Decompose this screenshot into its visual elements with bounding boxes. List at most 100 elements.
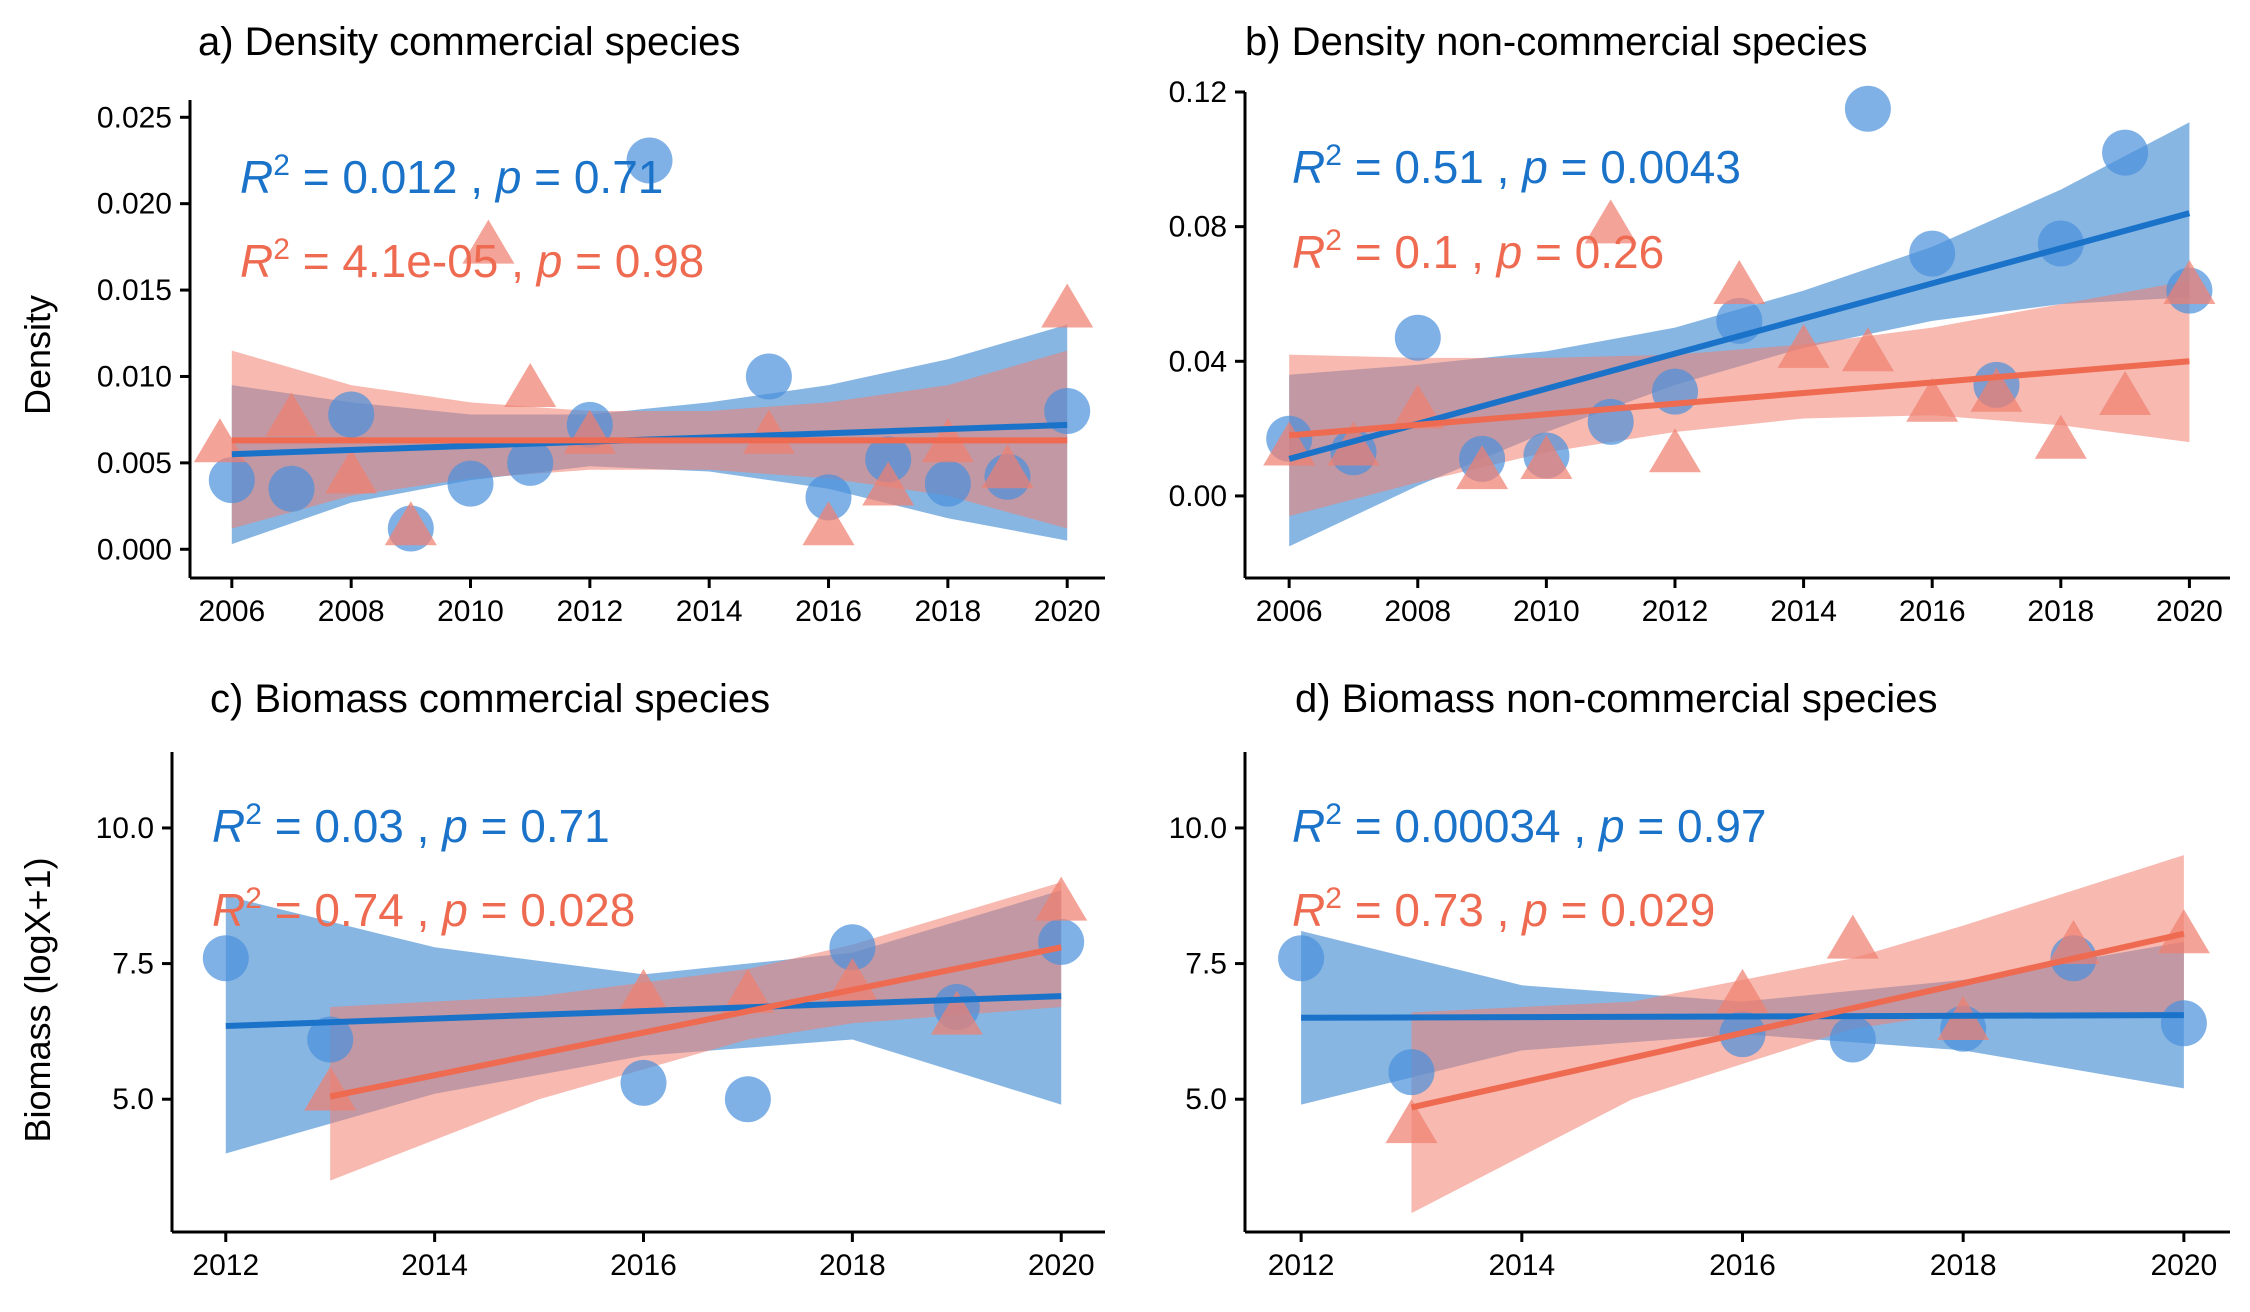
x-tick-label: 2010 (437, 595, 504, 628)
fit-line-blue (225, 993, 1062, 1029)
point-circle (307, 1016, 354, 1063)
x-tick-label: 2020 (1028, 1249, 1095, 1282)
panel-title: c) Biomass commercial species (210, 677, 770, 721)
point-triangle (1385, 1099, 1438, 1144)
y-tick-label: 0.005 (97, 447, 172, 480)
point-triangle (1716, 968, 1769, 1013)
x-tick-label: 2014 (676, 595, 743, 628)
y-tick-label: 10.0 (96, 812, 154, 845)
point-triangle (325, 449, 378, 494)
point-triangle (1713, 260, 1766, 304)
point-circle (924, 460, 971, 507)
stat-label-red: R2 = 0.1 , p = 0.26 (1292, 224, 1664, 278)
axes: 2012 2014 2016 2018 2020 5.0 7.5 10.0 (96, 752, 1105, 1282)
x-tick-label: 2020 (2156, 595, 2223, 628)
point-circle (1388, 1049, 1435, 1096)
y-label-bottom: Biomass (logX+1) (17, 857, 58, 1142)
point-circle (2037, 220, 2084, 267)
point-triangle (1520, 435, 1573, 479)
point-circle (1278, 935, 1325, 982)
y-tick-label: 0.04 (1169, 345, 1227, 378)
point-triangle (1826, 914, 1879, 959)
x-tick-label: 2016 (795, 595, 862, 628)
point-triangle (1035, 876, 1088, 921)
point-triangle (802, 501, 855, 546)
point-triangle (2034, 414, 2087, 459)
x-tick-label: 2010 (1513, 595, 1580, 628)
point-triangle (1777, 323, 1830, 368)
point-circle (2102, 129, 2149, 176)
y-tick-label: 0.010 (97, 360, 172, 393)
x-tick-label: 2006 (1256, 595, 1323, 628)
point-circle (626, 137, 673, 184)
point-triangle (1649, 428, 1701, 473)
fit-lines (225, 944, 1062, 1100)
panel-title: b) Density non-commercial species (1245, 20, 1867, 64)
point-circle (724, 1076, 771, 1123)
x-tick-label: 2018 (819, 1249, 886, 1282)
y-tick-label: 0.00 (1169, 480, 1227, 513)
axes: 2006 2008 2010 2012 2014 2016 2018 2020 0.00 0.04… (1169, 76, 2230, 628)
point-circle (208, 457, 255, 504)
point-triangle (265, 392, 318, 437)
stat-label-blue: R2 = 0.51 , p = 0.0043 (1292, 139, 1741, 193)
y-tick-label: 0.12 (1169, 76, 1227, 109)
stat-label-blue: R2 = 0.03 , p = 0.71 (212, 798, 610, 852)
y-tick-label: 7.5 (112, 948, 154, 981)
point-circle (328, 391, 375, 438)
point-circle (202, 935, 249, 982)
y-tick-label: 5.0 (112, 1083, 154, 1116)
point-triangle (1041, 283, 1094, 328)
y-tick-label: 0.08 (1169, 211, 1227, 244)
point-triangle (617, 968, 670, 1013)
x-tick-label: 2016 (1899, 595, 1966, 628)
point-triangle (2157, 909, 2210, 954)
point-circle (447, 460, 494, 507)
point-circle (745, 353, 792, 400)
x-tick-label: 2016 (1709, 1249, 1776, 1282)
y-tick-label: 7.5 (1185, 948, 1227, 981)
point-circle (1038, 918, 1085, 965)
point-circle (620, 1059, 667, 1106)
x-tick-label: 2012 (1642, 595, 1709, 628)
stat-label-blue: R2 = 0.00034 , p = 0.97 (1292, 798, 1767, 852)
x-tick-label: 2008 (318, 595, 385, 628)
point-triangle (1841, 327, 1894, 372)
point-circle (507, 439, 554, 486)
fit-line-red (1288, 358, 2190, 439)
fit-lines (1301, 930, 2185, 1111)
point-circle (829, 924, 876, 971)
x-tick-label: 2018 (914, 595, 981, 628)
x-tick-label: 2008 (1384, 595, 1451, 628)
point-triangle (504, 363, 557, 407)
point-circle (1844, 85, 1891, 132)
axes: 2006 2008 2010 2012 2014 2016 2018 2020 0.000 0.0… (97, 100, 1105, 628)
point-triangle (2099, 371, 2152, 415)
x-tick-label: 2012 (556, 595, 623, 628)
x-tick-label: 2006 (198, 595, 265, 628)
point-triangle (1584, 199, 1637, 244)
x-tick-label: 2014 (1488, 1249, 1555, 1282)
stat-label-blue: R2 = 0.012 , p = 0.71 (240, 149, 663, 203)
y-label-top: Density (17, 295, 58, 415)
fit-line-red (329, 944, 1062, 1100)
x-tick-label: 2020 (2150, 1249, 2217, 1282)
x-tick-label: 2020 (1034, 595, 1101, 628)
y-tick-label: 0.000 (97, 533, 172, 566)
point-triangle (1456, 445, 1509, 490)
y-tick-label: 10.0 (1169, 812, 1227, 845)
point-triangle (930, 990, 983, 1035)
point-circle (268, 465, 315, 512)
data-points (193, 137, 1094, 552)
x-tick-label: 2012 (1268, 1249, 1335, 1282)
point-triangle (1906, 377, 1959, 422)
x-tick-label: 2014 (401, 1249, 468, 1282)
point-circle (865, 436, 912, 483)
point-circle (1394, 314, 1441, 361)
stat-label-red: R2 = 0.74 , p = 0.028 (212, 882, 635, 936)
x-tick-label: 2018 (1930, 1249, 1997, 1282)
point-circle (1909, 230, 1956, 277)
fit-line-red (1410, 930, 2185, 1111)
y-tick-label: 5.0 (1185, 1083, 1227, 1116)
